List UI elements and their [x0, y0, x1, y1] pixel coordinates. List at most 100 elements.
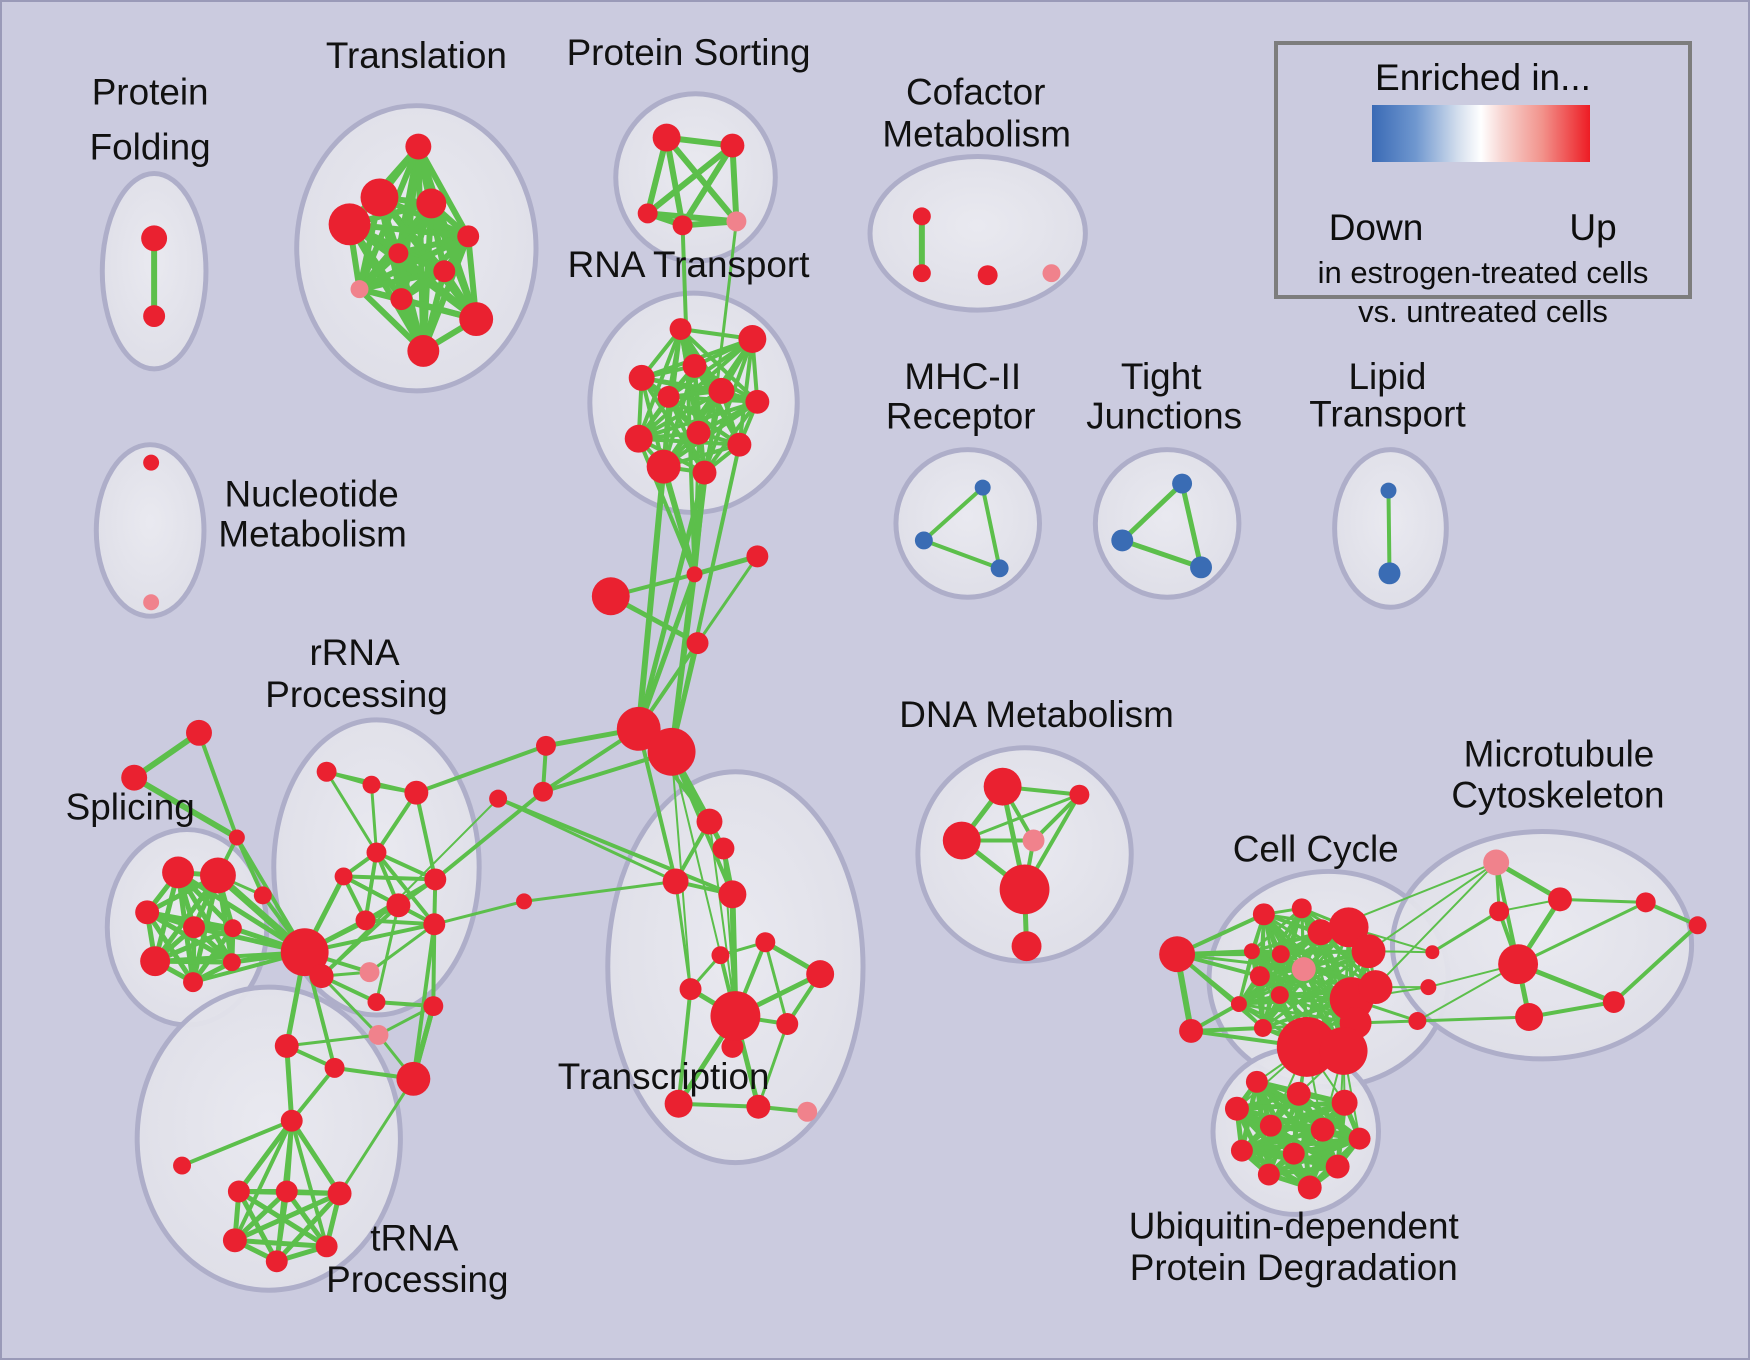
node-red [516, 893, 533, 910]
node-red [746, 1094, 771, 1119]
node-red [141, 225, 168, 252]
edge [496, 796, 735, 897]
node-red [1257, 1163, 1280, 1186]
node-red [280, 928, 329, 977]
node-red [1310, 1117, 1335, 1142]
edge [1119, 537, 1204, 570]
cluster-label-rrna-processing: rRNA [309, 632, 400, 673]
node-red [977, 265, 998, 286]
edge [1386, 488, 1392, 576]
node-red [712, 837, 735, 860]
node-red [624, 424, 653, 453]
node-red [186, 719, 212, 746]
cluster-ellipse-microtubule-cytoskeleton [1389, 829, 1695, 1062]
node-red [1325, 1154, 1350, 1179]
edge [180, 1118, 294, 1168]
node-red [647, 727, 696, 776]
node-red [1548, 887, 1572, 912]
node-red [657, 385, 680, 408]
edge [960, 793, 1081, 843]
edge [197, 730, 239, 840]
edge [232, 1190, 343, 1243]
edge [674, 879, 693, 991]
edge [289, 1065, 337, 1123]
node-red [135, 900, 160, 925]
cluster-ellipse-cofactor-metabolism [867, 154, 1088, 313]
edge [679, 142, 736, 229]
edge [325, 770, 378, 854]
node-red [1259, 1114, 1282, 1137]
node-red [328, 203, 371, 246]
edge [274, 1190, 343, 1264]
node-red [228, 829, 245, 846]
node-red [223, 919, 242, 938]
edge [319, 903, 401, 979]
cluster-label-protein-folding: Folding [90, 127, 211, 168]
edge [636, 327, 683, 441]
legend-gradient-bar [1372, 105, 1590, 162]
edge [980, 485, 1002, 571]
node-red [1245, 1070, 1268, 1093]
node-red [692, 460, 717, 485]
node-red [696, 808, 723, 835]
edge [763, 940, 789, 1026]
node-pink [726, 211, 747, 232]
cluster-ellipse-mhc-ii-receptor [893, 447, 1043, 600]
edge [190, 925, 236, 985]
edge [374, 903, 400, 1004]
cluster-label-lipid-transport: Transport [1309, 394, 1465, 435]
edge [232, 1237, 330, 1249]
node-red [1328, 907, 1369, 948]
node-red [121, 764, 148, 791]
edge [663, 134, 686, 229]
node-red [1230, 996, 1247, 1013]
node-red [686, 632, 709, 655]
cluster-label-splicing: Splicing [66, 787, 195, 828]
node-red [1635, 892, 1656, 913]
edge [1516, 900, 1648, 966]
node-red [367, 993, 386, 1012]
node-red [366, 842, 387, 863]
cluster-label-microtubule-cytoskeleton: Microtubule [1464, 734, 1655, 775]
node-red [355, 910, 376, 931]
node-pink [797, 1101, 818, 1122]
node-red [316, 761, 337, 782]
edge [636, 470, 707, 732]
node-pink [368, 1024, 389, 1045]
edge [1367, 861, 1498, 953]
node-red [999, 864, 1050, 915]
edge [414, 743, 548, 795]
node-red [686, 420, 711, 445]
edge [522, 879, 678, 903]
node-red [173, 1156, 192, 1175]
edge [374, 790, 419, 855]
edge [1611, 923, 1700, 1005]
edge [636, 571, 698, 732]
edge [175, 869, 235, 965]
cluster-label-mhc-ii-receptor: MHC-II [904, 356, 1021, 397]
edge [756, 1022, 789, 1109]
edge [1179, 481, 1204, 570]
edge [369, 783, 378, 854]
node-red [536, 735, 556, 756]
node-red [459, 302, 494, 337]
node-red [388, 243, 409, 264]
node-red [386, 893, 411, 918]
node-blue [990, 559, 1009, 578]
node-red [1602, 991, 1625, 1014]
node-red [360, 178, 399, 217]
node-red [738, 325, 767, 353]
node-red [1252, 903, 1275, 926]
node-red [1498, 944, 1539, 985]
cluster-label-nucleotide-metabolism: Nucleotide [225, 474, 399, 515]
edge [415, 143, 472, 240]
node-red [1249, 966, 1270, 987]
node-red [1515, 1003, 1544, 1031]
node-red [162, 856, 195, 889]
node-red [1224, 1096, 1249, 1121]
node-red [912, 264, 931, 283]
node-red [396, 1061, 431, 1096]
node-red [806, 960, 835, 989]
